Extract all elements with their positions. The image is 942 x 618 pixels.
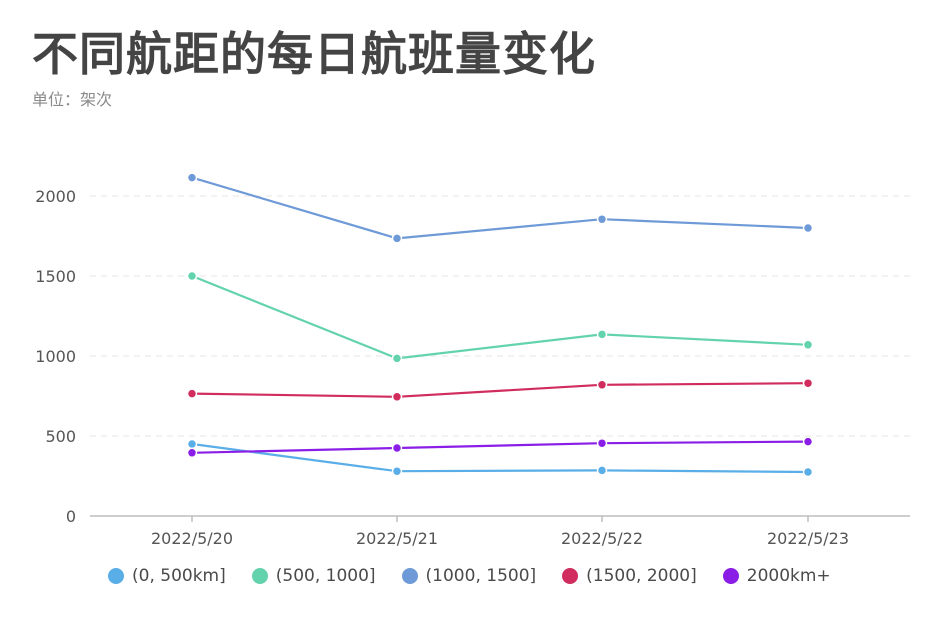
x-tick-label: 2022/5/21 [356,529,438,548]
y-tick-label: 1000 [35,347,76,366]
legend-label: 2000km+ [746,566,831,586]
data-point[interactable] [596,329,608,340]
data-point[interactable] [186,270,198,282]
data-point[interactable] [186,447,198,459]
data-point[interactable] [802,436,814,447]
legend-label: (500, 1000] [275,566,376,586]
series-3 [186,377,814,403]
x-tick-label: 2022/5/22 [561,529,643,548]
series-line [191,274,809,360]
chart-title: 不同航距的每日航班量变化 [32,27,596,81]
data-point[interactable] [391,391,403,403]
data-point[interactable] [802,466,814,478]
data-point[interactable] [596,213,608,225]
legend-label: (1000, 1500] [425,566,537,586]
chart-subtitle: 单位：架次 [32,90,113,109]
chart-legend: (0, 500km] (500, 1000] (1000, 1500] (1500, … [108,566,831,586]
data-point[interactable] [186,388,198,399]
series-1 [186,270,814,364]
legend-label: (1500, 2000] [586,566,697,586]
series-line [191,440,809,454]
data-point[interactable] [596,379,608,391]
axes: 0 500 1000 1500 2000 2022/5/20 2022/5/21 2022/5… [35,187,910,548]
series-line [191,382,809,398]
y-tick-label: 500 [45,427,76,446]
y-tick-label: 0 [66,507,76,526]
series-line [191,442,809,474]
series-line [191,176,809,240]
data-point[interactable] [391,465,403,477]
data-point[interactable] [391,233,403,244]
y-tick-label: 1500 [35,267,76,286]
data-point[interactable] [596,465,608,476]
legend-swatch-icon [562,568,579,584]
legend-item[interactable]: (1000, 1500] [401,566,537,586]
x-tick-label: 2022/5/23 [767,529,849,548]
data-point[interactable] [186,172,198,183]
data-point[interactable] [802,339,814,351]
data-point[interactable] [802,377,814,389]
legend-item[interactable]: 2000km+ [722,566,831,586]
series-lines [186,172,814,478]
series-4 [186,436,814,459]
legend-item[interactable]: (0, 500km] [108,566,226,586]
legend-swatch-icon [401,568,418,584]
legend-item[interactable]: (500, 1000] [251,566,376,586]
data-point[interactable] [596,437,608,449]
data-point[interactable] [391,353,403,364]
legend-label: (0, 500km] [132,566,226,586]
y-tick-label: 2000 [35,187,76,206]
x-tick-label: 2022/5/20 [151,529,233,548]
data-point[interactable] [391,442,403,454]
series-2 [186,172,814,244]
legend-swatch-icon [108,568,124,584]
legend-item[interactable]: (1500, 2000] [562,566,697,586]
legend-swatch-icon [722,568,739,584]
legend-swatch-icon [251,568,268,584]
grid-lines [90,195,910,437]
data-point[interactable] [186,438,198,450]
data-point[interactable] [802,222,814,234]
